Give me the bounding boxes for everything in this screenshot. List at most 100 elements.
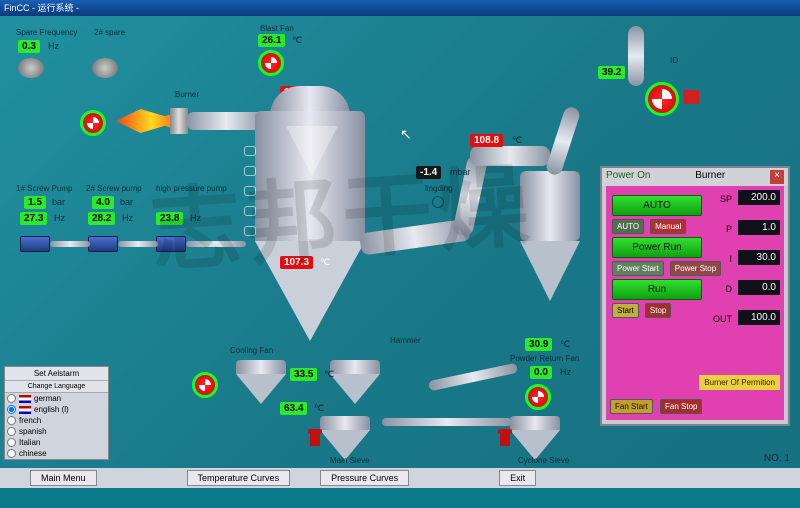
lang-row[interactable]: chinese — [5, 448, 108, 459]
cursor-icon: ↖ — [400, 126, 412, 143]
atomizer-icon — [244, 166, 256, 176]
hz-unit: Hz — [54, 213, 65, 223]
pipe — [186, 241, 246, 247]
run-button[interactable]: Run — [612, 279, 702, 300]
cyclone-temp: 30.9 — [525, 338, 552, 351]
burner-label: Burner — [175, 90, 199, 99]
start-button[interactable]: Start — [612, 303, 639, 318]
d-value[interactable]: 0.0 — [738, 280, 780, 295]
cone-bottom-temp: 63.4 — [280, 402, 307, 415]
power-on-label: Power On — [606, 170, 650, 184]
valve-icon[interactable] — [310, 434, 320, 446]
pipe-temp-value: 108.8 — [470, 134, 503, 147]
main-menu-button[interactable]: Main Menu — [30, 470, 97, 486]
close-icon[interactable]: × — [770, 170, 784, 184]
c-unit: ℃ — [512, 135, 522, 146]
blast-temp-value: 26.1 — [258, 34, 285, 47]
out-value[interactable]: 100.0 — [738, 310, 780, 325]
radio-icon[interactable] — [7, 438, 16, 447]
lang-option: english (l) — [34, 405, 69, 414]
lang-row[interactable]: Italian — [5, 437, 108, 448]
manual-button[interactable]: Manual — [650, 219, 686, 234]
lang-row[interactable]: german — [5, 393, 108, 404]
flag-icon — [19, 406, 31, 414]
lang-row[interactable]: french — [5, 415, 108, 426]
powder-hz: 0.0 — [530, 366, 552, 379]
spare-hz-value: 0.3 — [18, 40, 40, 53]
blast-fan-label: Blast Fan — [260, 24, 294, 33]
panel-title: Burner — [695, 170, 725, 184]
lang-row[interactable]: english (l) — [5, 404, 108, 415]
i-value[interactable]: 30.0 — [738, 250, 780, 265]
burner-fan-icon[interactable] — [80, 110, 106, 136]
d-label: D — [726, 284, 733, 294]
screw2-hz: 28.2 — [88, 212, 115, 225]
powder-fan-icon[interactable] — [525, 384, 551, 410]
high-pump-label: high pressure pump — [156, 184, 227, 193]
p-label: P — [726, 224, 732, 234]
hz-unit: Hz — [122, 213, 133, 223]
radio-icon[interactable] — [7, 405, 16, 414]
burner-permit-label: Burner Of Permition — [699, 375, 780, 390]
lang-option: french — [19, 416, 41, 425]
i-label: I — [729, 254, 732, 264]
auto-ind[interactable]: AUTO — [612, 219, 644, 234]
pipe — [186, 112, 266, 130]
hz-unit: Hz — [48, 41, 59, 51]
auto-button[interactable]: AUTO — [612, 195, 702, 216]
language-panel: Set Aelstarm Change Language german engl… — [4, 366, 109, 460]
valve-icon[interactable] — [500, 434, 510, 446]
set-aelstarm-button[interactable]: Set Aelstarm — [5, 367, 108, 381]
pipe — [382, 418, 512, 426]
p-value[interactable]: 1.0 — [738, 220, 780, 235]
mbar-value: -1.4 — [416, 166, 441, 179]
pipe — [470, 146, 550, 166]
cooling-fan-icon[interactable] — [192, 372, 218, 398]
pipe — [118, 241, 158, 247]
pump-icon[interactable] — [88, 236, 118, 252]
fan-start-button[interactable]: Fan Start — [610, 399, 653, 414]
out-label: OUT — [713, 314, 732, 324]
c-unit: ℃ — [320, 257, 330, 268]
sensor-icon — [432, 196, 444, 208]
power-start-button[interactable]: Power Start — [612, 261, 664, 276]
id-fan-icon[interactable] — [645, 82, 679, 116]
power-stop-button[interactable]: Power Stop — [670, 261, 721, 276]
change-language-label: Change Language — [5, 381, 108, 393]
blast-fan-icon[interactable] — [258, 50, 284, 76]
temp-curves-button[interactable]: Temperature Curves — [187, 470, 291, 486]
lang-option: Italian — [19, 438, 40, 447]
pressure-curves-button[interactable]: Pressure Curves — [320, 470, 409, 486]
lang-option: spanish — [19, 427, 47, 436]
radio-icon[interactable] — [7, 394, 16, 403]
radio-icon[interactable] — [7, 416, 16, 425]
bottom-bar: Main Menu Temperature Curves Pressure Cu… — [0, 468, 800, 488]
screw1-hz: 27.3 — [20, 212, 47, 225]
main-sieve — [320, 416, 370, 460]
exit-button[interactable]: Exit — [499, 470, 536, 486]
cyclone — [520, 171, 580, 301]
fan-stop-button[interactable]: Fan Stop — [660, 399, 702, 414]
screw2-label: 2# Screw pump — [86, 184, 142, 193]
station-no: NO. 1 — [764, 453, 790, 464]
hopper-left — [236, 360, 286, 404]
lang-row[interactable]: spanish — [5, 426, 108, 437]
atomizer-icon — [244, 146, 256, 156]
radio-icon[interactable] — [7, 449, 16, 458]
id-temp-value: 39.2 — [598, 66, 625, 79]
scada-canvas: Spare Frequency 0.3 Hz 2# spare Blast Fa… — [0, 16, 800, 488]
stop-button[interactable]: Stop — [645, 303, 671, 318]
vessel-mid-temp: 107.3 — [280, 256, 313, 269]
atomizer-icon — [244, 186, 256, 196]
sp-label: SP — [720, 194, 732, 204]
sp-value[interactable]: 200.0 — [738, 190, 780, 205]
cyclone-sieve — [510, 416, 560, 460]
radio-icon[interactable] — [7, 427, 16, 436]
lang-option: german — [34, 394, 61, 403]
bar-unit: bar — [52, 197, 65, 207]
pump-icon[interactable] — [20, 236, 50, 252]
pipe — [50, 241, 90, 247]
power-run-button[interactable]: Power Run — [612, 237, 702, 258]
spray-cone-icon — [286, 126, 338, 176]
pump-icon[interactable] — [156, 236, 186, 252]
